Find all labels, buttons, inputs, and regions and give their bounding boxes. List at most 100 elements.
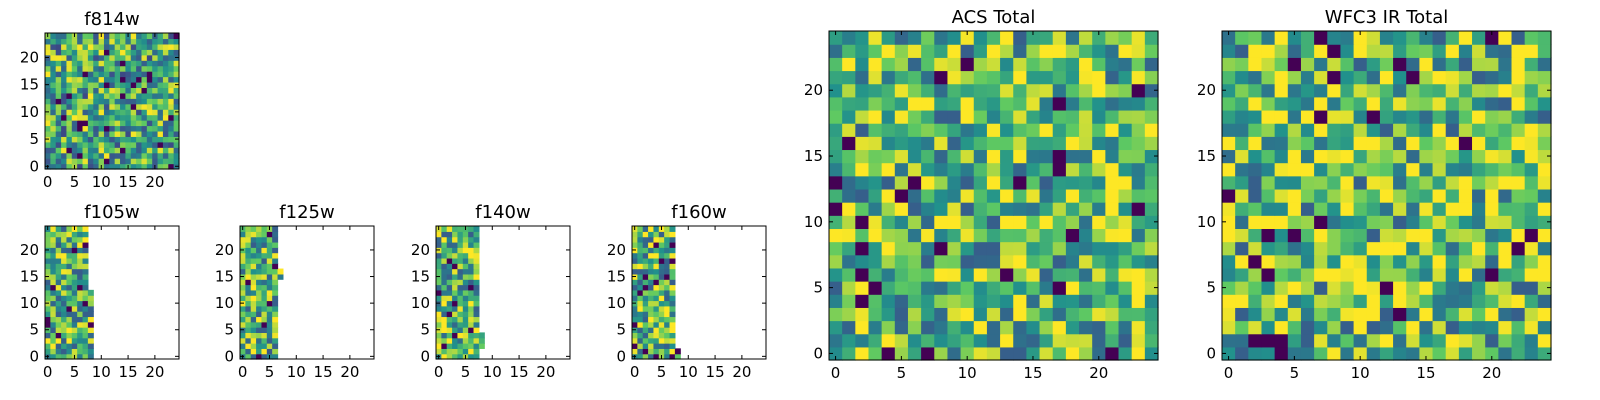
heatmap-cell: [82, 332, 89, 339]
heatmap-cell: [642, 300, 649, 307]
heatmap-cell: [1065, 96, 1080, 111]
heatmap-cell: [162, 54, 169, 61]
heatmap-cell: [1524, 281, 1539, 295]
heatmap-cell: [1340, 83, 1355, 98]
heatmap-cell: [1300, 294, 1315, 308]
heatmap-cell: [1327, 57, 1342, 72]
heatmap-cell: [55, 337, 62, 344]
heatmap-cell: [452, 327, 459, 333]
heatmap-cell: [245, 332, 252, 339]
heatmap-cell: [1052, 320, 1067, 335]
y-tick-label: 20: [411, 241, 430, 259]
heatmap-cell: [1300, 254, 1315, 269]
heatmap-cell: [1235, 307, 1249, 322]
heatmap-cell: [71, 257, 78, 264]
heatmap-cell: [1485, 202, 1499, 216]
heatmap-cell: [632, 241, 638, 248]
heatmap-cell: [82, 92, 89, 99]
heatmap-cell: [642, 231, 649, 238]
heatmap-cell: [1458, 202, 1473, 216]
heatmap-cell: [1524, 136, 1539, 151]
heatmap-cell: [462, 321, 469, 328]
heatmap-cell: [114, 109, 121, 116]
heatmap-cell: [653, 257, 660, 264]
heatmap-cell: [245, 284, 252, 291]
heatmap-cell: [855, 241, 870, 256]
heatmap-cell: [1485, 57, 1499, 72]
heatmap-cell: [152, 92, 159, 99]
heatmap-cell: [1485, 44, 1499, 58]
heatmap-cell: [934, 31, 949, 45]
heatmap-cell: [452, 321, 459, 328]
heatmap-cell: [1353, 44, 1368, 58]
heatmap-cell: [168, 130, 175, 137]
heatmap-cell: [855, 307, 870, 322]
heatmap-cell: [1222, 109, 1236, 124]
heatmap-cell: [829, 267, 843, 282]
heatmap-cell: [1314, 109, 1328, 124]
heatmap-cell: [1026, 294, 1041, 308]
heatmap-cell: [1314, 333, 1328, 348]
heatmap-cell: [1379, 83, 1394, 98]
heatmap-cell: [71, 54, 78, 61]
heatmap-cell: [855, 96, 870, 111]
heatmap-cell: [1287, 83, 1302, 98]
heatmap-cell: [648, 273, 655, 280]
heatmap-cell: [103, 71, 110, 78]
heatmap-cell: [1327, 83, 1342, 98]
heatmap-cell: [245, 353, 252, 360]
heatmap-cell: [1537, 333, 1552, 348]
heatmap-cell: [50, 103, 57, 110]
heatmap-cell: [921, 215, 935, 229]
heatmap-cell: [436, 268, 442, 275]
heatmap-cell: [1419, 320, 1434, 335]
heatmap-cell: [130, 49, 137, 56]
heatmap-cell: [130, 76, 137, 83]
heatmap-cell: [136, 114, 143, 121]
heatmap-cell: [1524, 307, 1539, 322]
heatmap-cell: [1524, 109, 1539, 124]
heatmap-cell: [87, 87, 94, 94]
heatmap-cell: [960, 31, 975, 45]
heatmap-cell: [77, 109, 84, 116]
heatmap-cell: [114, 60, 121, 67]
heatmap-cell: [1353, 175, 1368, 190]
heatmap-cell: [973, 123, 988, 137]
heatmap-cell: [87, 289, 94, 296]
heatmap-cell: [1079, 346, 1093, 361]
heatmap-cell: [1393, 149, 1407, 164]
heatmap-cell: [45, 125, 51, 132]
heatmap-cell: [653, 284, 660, 291]
heatmap-cell: [256, 263, 263, 270]
heatmap-cell: [1287, 294, 1302, 308]
heatmap-cell: [1445, 215, 1460, 229]
heatmap-cell: [1248, 346, 1263, 361]
heatmap-cell: [1131, 31, 1146, 45]
heatmap-cell: [1222, 31, 1236, 45]
heatmap-cell: [446, 236, 453, 243]
heatmap-cell: [1537, 228, 1552, 243]
heatmap-cell: [87, 348, 94, 355]
heatmap-cell: [664, 321, 671, 328]
heatmap-cell: [973, 281, 988, 295]
heatmap-cell: [1000, 320, 1014, 335]
heatmap-cell: [868, 294, 883, 308]
heatmap-cell: [82, 353, 89, 360]
heatmap-cell: [1524, 123, 1539, 137]
heatmap-cell: [907, 70, 922, 85]
heatmap-cell: [66, 120, 73, 127]
heatmap-cell: [1131, 109, 1146, 124]
heatmap-cell: [907, 202, 922, 216]
heatmap-cell: [77, 125, 84, 132]
heatmap-cell: [921, 202, 935, 216]
heatmap-cell: [462, 284, 469, 291]
heatmap-cell: [894, 320, 909, 335]
heatmap-cell: [1393, 307, 1407, 322]
heatmap-cell: [1065, 44, 1080, 58]
heatmap-cell: [1366, 70, 1381, 85]
heatmap-cell: [66, 43, 73, 50]
heatmap-cell: [1472, 44, 1486, 58]
heatmap-cell: [642, 263, 649, 270]
heatmap-cell: [1026, 241, 1041, 256]
